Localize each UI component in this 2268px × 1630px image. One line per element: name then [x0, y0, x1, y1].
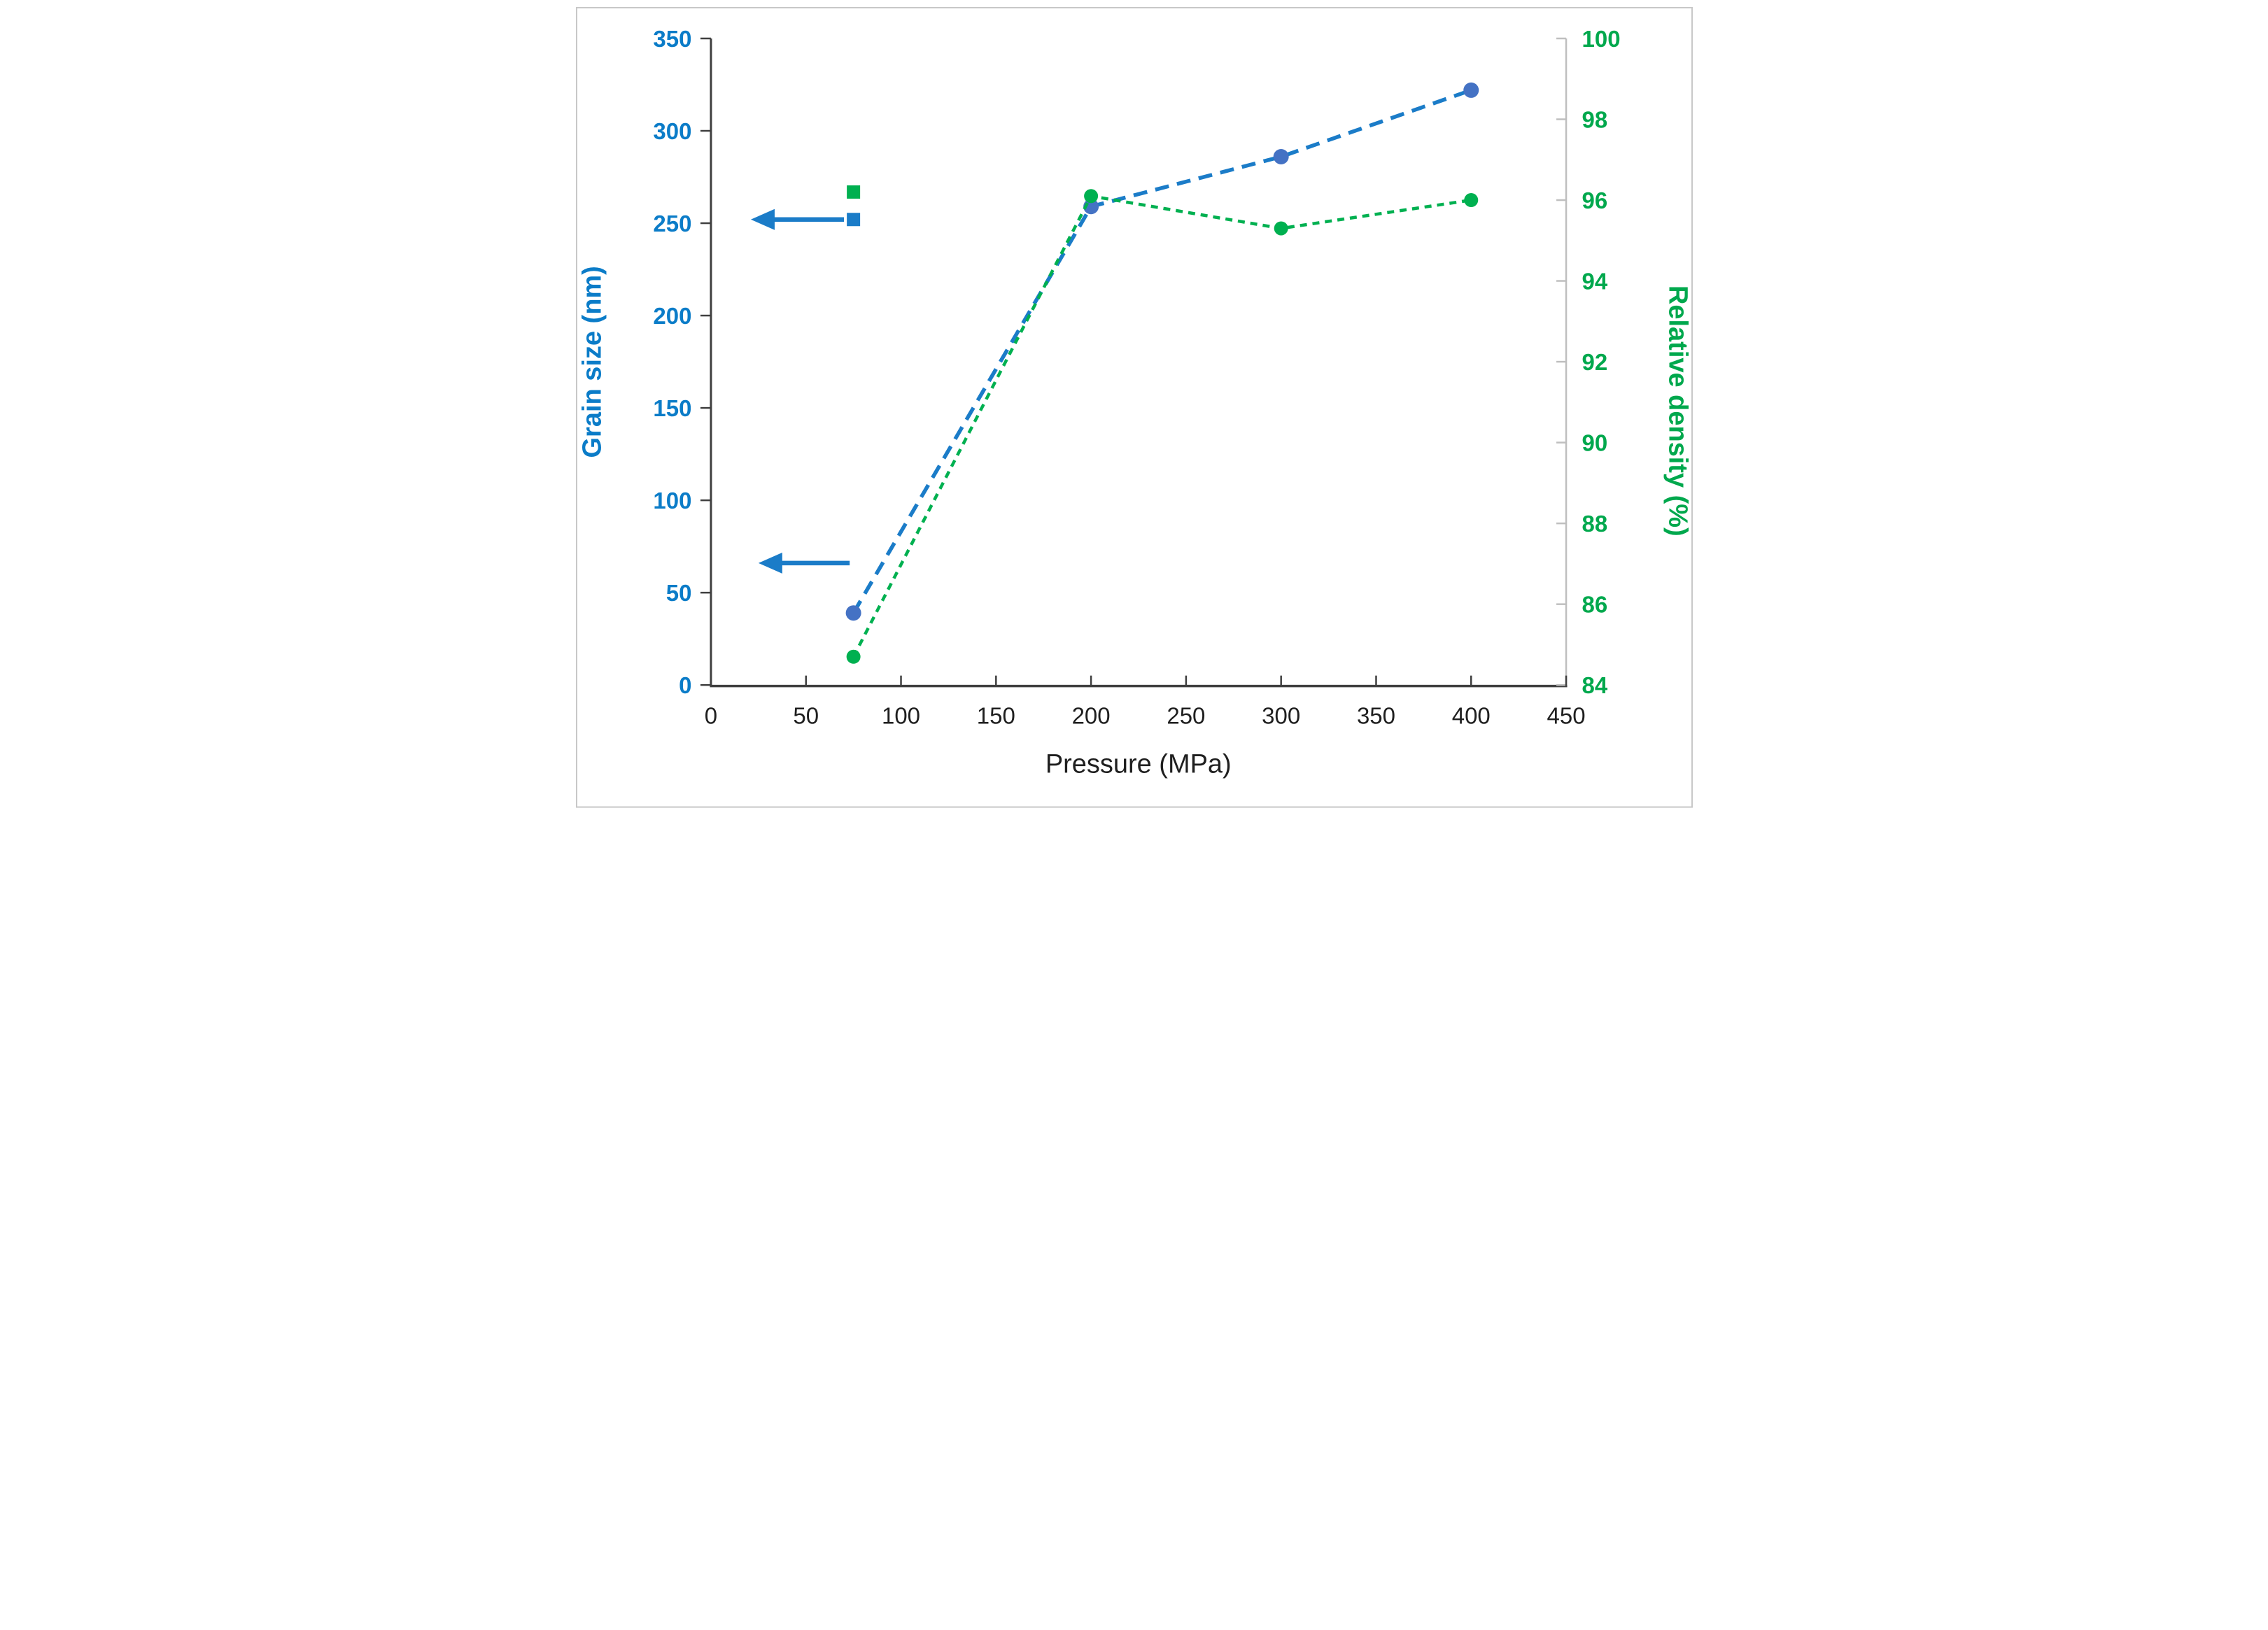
relative-density-data-point — [1274, 221, 1288, 236]
x-axis-tick-label: 150 — [976, 703, 1015, 729]
x-axis-tick-label: 300 — [1262, 703, 1300, 729]
relative-density-line — [852, 194, 1472, 658]
grain-size-data-point — [1273, 148, 1289, 164]
left-axis-tick-label: 0 — [679, 672, 691, 698]
right-axis-title: Relative density (%) — [1663, 285, 1692, 537]
right-axis-tick-label: 92 — [1582, 349, 1607, 375]
figure-page: 0 50 100 150 200 250 300 350 84 86 88 90 92 94 96 98 100… — [567, 0, 1701, 815]
chart-generated-content: 0 50 100 150 200 250 300 350 84 86 88 90 92 94 96 98 100… — [653, 26, 1620, 729]
right-axis-tick-label: 100 — [1582, 26, 1620, 52]
grain-size-data-point — [1083, 199, 1099, 215]
left-axis-tick-label: 100 — [653, 488, 691, 513]
relative-density-data-point — [846, 649, 861, 664]
right-axis-tick-label: 94 — [1582, 269, 1607, 295]
x-axis-tick-label: 450 — [1547, 703, 1585, 729]
relative-density-data-point — [1463, 193, 1478, 208]
left-axis-tick-label: 150 — [653, 395, 691, 421]
left-axis-tick-label: 350 — [653, 26, 691, 52]
x-axis-tick-label: 50 — [793, 703, 819, 729]
right-axis-tick-label: 98 — [1582, 107, 1607, 133]
right-axis-tick-label: 88 — [1582, 511, 1607, 537]
left-axis-tick-label: 200 — [653, 303, 691, 329]
right-axis-tick-label: 90 — [1582, 430, 1607, 456]
right-axis-tick-label: 86 — [1582, 592, 1607, 618]
grain-size-data-point — [845, 605, 861, 621]
grain-size-square-marker — [846, 213, 860, 227]
x-axis-tick-label: 200 — [1071, 703, 1110, 729]
x-axis-title: Pressure (MPa) — [1045, 750, 1231, 779]
left-axis-tick-label: 300 — [653, 118, 691, 144]
right-axis-tick-label: 96 — [1582, 187, 1607, 213]
x-axis-tick-label: 250 — [1167, 703, 1205, 729]
x-axis-tick-label: 400 — [1451, 703, 1490, 729]
figure-border — [575, 6, 1693, 808]
left-axis-tick-label: 50 — [665, 580, 691, 606]
grain-size-data-point — [1463, 82, 1479, 98]
left-axis-title: Grain size (nm) — [577, 266, 607, 458]
density-square-marker — [846, 185, 860, 199]
left-axis-tick-label: 250 — [653, 211, 691, 236]
figure-background — [567, 0, 1701, 815]
relative-density-data-point — [1083, 189, 1098, 204]
left-arrow-head — [750, 208, 775, 230]
left-arrow-head — [758, 552, 782, 574]
grain-size-line — [851, 88, 1472, 614]
x-axis-tick-label: 0 — [704, 703, 717, 729]
x-axis-tick-label: 350 — [1356, 703, 1395, 729]
right-axis-tick-label: 84 — [1582, 672, 1607, 698]
dual-axis-line-chart: 0 50 100 150 200 250 300 350 84 86 88 90 92 94 96 98 100… — [567, 0, 1701, 815]
x-axis-tick-label: 100 — [882, 703, 920, 729]
